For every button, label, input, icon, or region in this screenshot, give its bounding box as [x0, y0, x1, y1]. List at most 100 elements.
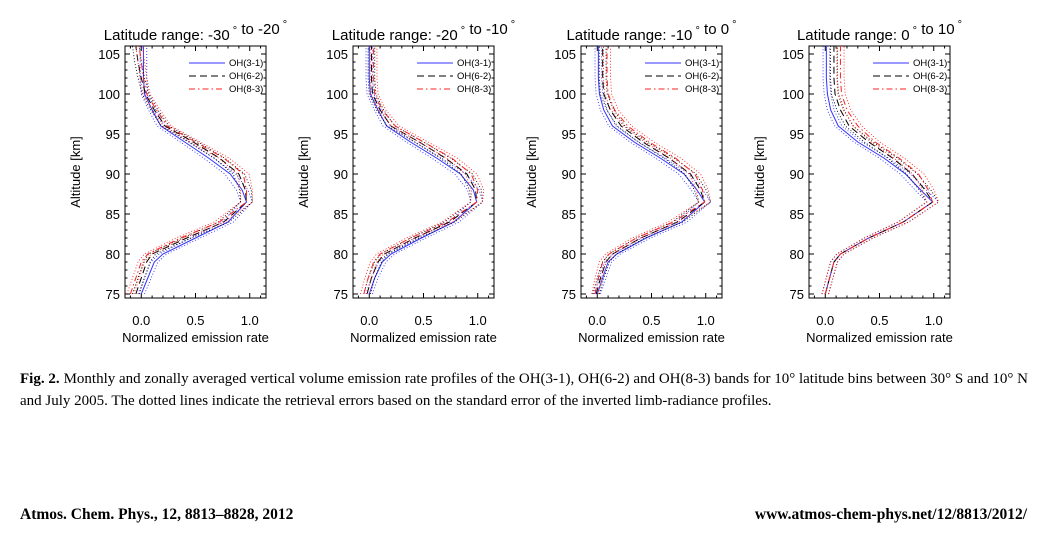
y-tick-label: 105 [782, 47, 804, 62]
error-bound-line [137, 46, 242, 295]
y-tick-label: 100 [554, 87, 576, 102]
y-tick-label: 100 [98, 87, 120, 102]
chart-panel-3: Latitude range: -10 ° to 0 ° 75 80 85 90 95 10… [524, 19, 737, 345]
x-tick-label: 1.0 [469, 313, 487, 328]
error-bound-line [360, 46, 473, 295]
panel-title: Latitude range: 0 ° to 10 ° [797, 19, 962, 44]
legend-label: OH(8-3) [229, 84, 263, 95]
error-bound-line [366, 46, 485, 295]
y-tick-label: 80 [334, 247, 348, 262]
y-axis-label: Altitude [km] [752, 136, 767, 208]
error-bound-line [593, 46, 700, 295]
series-group [821, 46, 940, 295]
y-tick-label: 105 [554, 47, 576, 62]
y-tick-label: 85 [334, 207, 348, 222]
x-tick-label: 0.0 [132, 313, 150, 328]
panel-title: Latitude range: -10 ° to 0 ° [566, 19, 736, 44]
x-tick-label: 0.0 [588, 313, 606, 328]
legend-label: OH(3-1) [457, 58, 491, 69]
x-tick-label: 0.5 [186, 313, 204, 328]
series-line-oh8-3 [129, 46, 247, 295]
figure-svg: Latitude range: -30 ° to -20 ° 75 80 85 90 95… [68, 19, 962, 345]
x-tick-label: 0.5 [642, 313, 660, 328]
y-tick-label: 80 [790, 247, 804, 262]
y-axis-label: Altitude [km] [524, 136, 539, 208]
journal-url: www.atmos-chem-phys.net/12/8813/2012/ [754, 506, 1027, 523]
y-tick-label: 80 [562, 247, 576, 262]
series-line-oh6-2 [135, 46, 247, 295]
legend-label: OH(6-2) [457, 71, 491, 82]
y-tick-label: 90 [790, 167, 804, 182]
y-axis-label: Altitude [km] [296, 136, 311, 208]
error-bound-line [372, 46, 484, 295]
series-group [591, 46, 712, 295]
y-tick-label: 105 [326, 47, 348, 62]
x-tick-label: 0.0 [816, 313, 834, 328]
error-bound-line [591, 46, 700, 295]
y-tick-label: 85 [562, 207, 576, 222]
series-group [360, 46, 485, 295]
x-axis-label: Normalized emission rate [350, 330, 497, 345]
figure-panels: Latitude range: -30 ° to -20 ° 75 80 85 90 95… [68, 19, 962, 345]
legend-label: OH(6-2) [229, 71, 263, 82]
y-tick-label: 85 [106, 207, 120, 222]
y-tick-label: 85 [790, 207, 804, 222]
error-bound-line [144, 46, 253, 295]
figure-caption: Fig. 2. Monthly and zonally averaged vert… [20, 368, 1030, 412]
legend-label: OH(3-1) [685, 58, 719, 69]
series-line-oh3-1 [824, 46, 934, 295]
y-tick-label: 75 [790, 287, 804, 302]
series-line-oh6-2 [366, 46, 478, 295]
x-tick-label: 1.0 [241, 313, 259, 328]
y-tick-label: 95 [334, 127, 348, 142]
chart-panel-1: Latitude range: -30 ° to -20 ° 75 80 85 90 95… [68, 19, 287, 345]
y-tick-label: 105 [98, 47, 120, 62]
y-tick-label: 100 [782, 87, 804, 102]
legend-label: OH(6-2) [685, 71, 719, 82]
error-bound-line [597, 46, 712, 295]
x-axis-label: Normalized emission rate [578, 330, 725, 345]
x-tick-label: 1.0 [697, 313, 715, 328]
x-tick-label: 0.0 [360, 313, 378, 328]
panel-title: Latitude range: -20 ° to -10 ° [332, 19, 515, 44]
y-tick-label: 100 [326, 87, 348, 102]
error-bound-line [138, 46, 253, 295]
y-tick-label: 75 [562, 287, 576, 302]
legend-label: OH(3-1) [913, 58, 947, 69]
chart-panel-2: Latitude range: -20 ° to -10 ° 75 80 85 90 95… [296, 19, 515, 345]
y-tick-label: 80 [106, 247, 120, 262]
error-bound-line [599, 46, 712, 295]
series-line-oh3-1 [368, 46, 478, 295]
legend-label: OH(8-3) [457, 84, 491, 95]
y-axis-label: Altitude [km] [68, 136, 83, 208]
y-tick-label: 95 [562, 127, 576, 142]
y-tick-label: 90 [562, 167, 576, 182]
x-tick-label: 0.5 [414, 313, 432, 328]
error-bound-line [828, 46, 940, 295]
y-tick-label: 90 [334, 167, 348, 182]
caption-text: Monthly and zonally averaged vertical vo… [20, 371, 1029, 409]
journal-citation: Atmos. Chem. Phys., 12, 8813–8828, 2012 [20, 506, 294, 523]
x-tick-label: 1.0 [925, 313, 943, 328]
legend-label: OH(3-1) [229, 58, 263, 69]
series-line-oh3-1 [596, 46, 706, 295]
chart-panel-4: Latitude range: 0 ° to 10 ° 75 80 85 90 95 100… [752, 19, 962, 345]
x-tick-label: 0.5 [870, 313, 888, 328]
y-tick-label: 75 [334, 287, 348, 302]
error-bound-line [365, 46, 472, 295]
panel-title: Latitude range: -30 ° to -20 ° [104, 19, 287, 44]
y-tick-label: 95 [790, 127, 804, 142]
y-tick-label: 90 [106, 167, 120, 182]
caption-label: Fig. 2. [20, 371, 60, 387]
x-axis-label: Normalized emission rate [806, 330, 953, 345]
legend-label: OH(8-3) [913, 84, 947, 95]
error-bound-line [828, 46, 940, 295]
series-line-oh8-3 [824, 46, 934, 295]
x-axis-label: Normalized emission rate [122, 330, 269, 345]
error-bound-line [821, 46, 928, 295]
y-tick-label: 95 [106, 127, 120, 142]
legend-label: OH(6-2) [913, 71, 947, 82]
error-bound-line [133, 46, 253, 295]
error-bound-line [592, 46, 700, 295]
series-line-oh6-2 [595, 46, 706, 295]
